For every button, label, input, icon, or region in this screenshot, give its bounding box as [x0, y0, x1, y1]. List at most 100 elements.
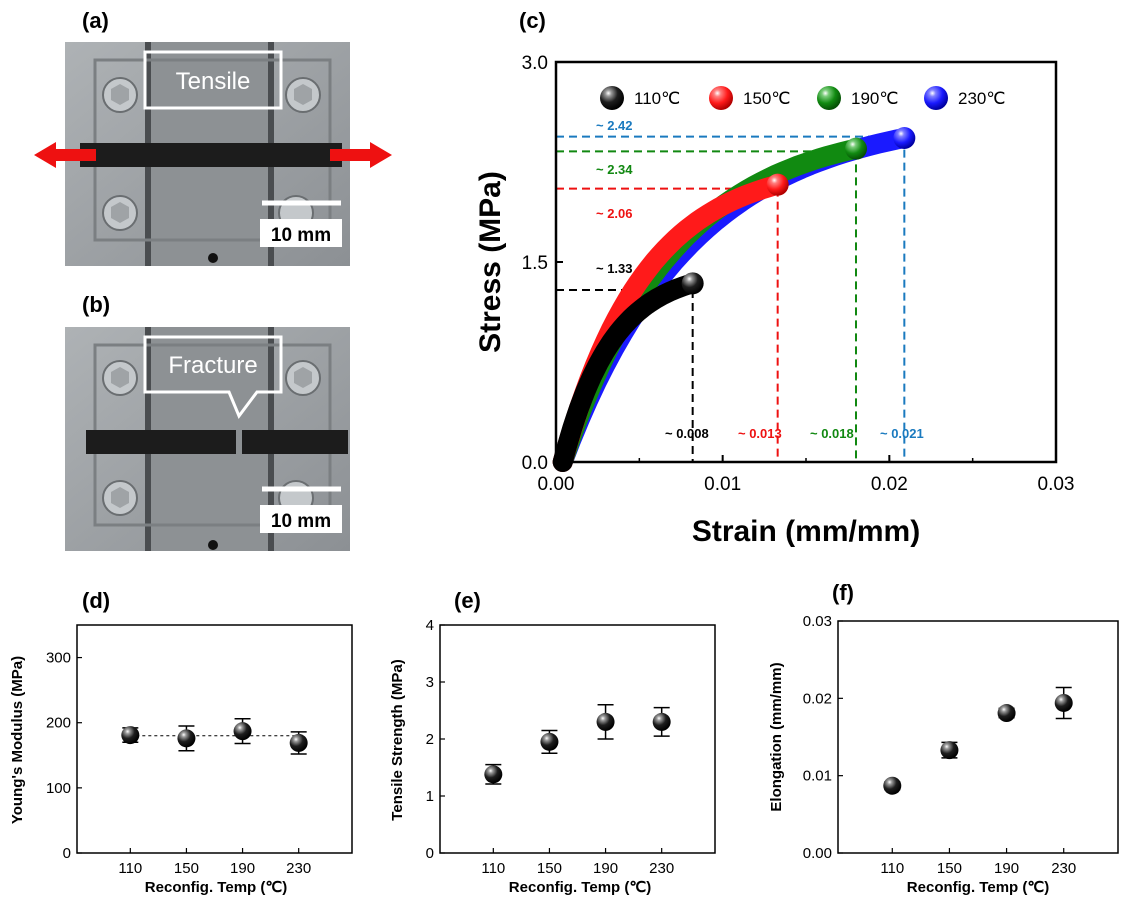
stress-annotation: ~ 2.42 [596, 118, 633, 133]
tensile-strength-chart: (e) Reconfig. Temp (℃) Tensile Strength … [389, 588, 716, 896]
panel-label-e: (e) [454, 588, 481, 613]
elongation-chart: (f) Reconfig. Temp (℃) Elongation (mm/mm… [768, 580, 1119, 896]
photo-tensile: (a) Tensile 10 mm [34, 8, 392, 266]
scale-label-bg [260, 219, 342, 247]
y-axis-label: Young's Modulus (MPa) [9, 656, 26, 824]
y-tick-label: 0.01 [803, 768, 832, 785]
x-tick-label: 0.01 [704, 474, 741, 495]
data-point [596, 712, 615, 731]
endpoint-marker [893, 127, 916, 149]
stress-annotation: ~ 1.33 [596, 261, 633, 276]
curves [552, 127, 916, 472]
annotations: ~ 1.33 ~ 2.06 ~ 2.34 ~ 2.42 ~ 0.008 ~ 0.013 ~ … [596, 118, 924, 441]
axis-ticks: 0.00 0.01 0.02 0.03 0.0 1.5 3.0 [522, 53, 1075, 495]
y-axis-label: Elongation (mm/mm) [768, 662, 785, 811]
bolt-head-icon [111, 84, 129, 105]
scale-label-bg [260, 505, 342, 533]
stress-annotation: ~ 2.34 [596, 162, 633, 177]
data-point [540, 732, 559, 751]
bolt-head-icon [294, 84, 312, 105]
strain-annotation: ~ 0.021 [880, 426, 924, 441]
y-tick-label: 0 [63, 845, 71, 862]
photo-fracture: (b) Fracture 10 mm [65, 292, 350, 551]
scale-label: 10 mm [271, 225, 331, 246]
callout-box [143, 335, 283, 419]
x-axis-label: Reconfig. Temp (℃) [145, 879, 287, 896]
y-tick-label: 0.02 [803, 690, 832, 707]
x-tick-label: 150 [174, 860, 199, 877]
data-point [1054, 693, 1073, 712]
guide-lines [556, 135, 906, 462]
data-point [652, 712, 671, 731]
scale-label: 10 mm [271, 511, 331, 532]
data-point [233, 722, 252, 741]
specimen-strip [80, 143, 342, 167]
y-tick-label: 3.0 [522, 53, 548, 74]
y-tick-label: 1.5 [522, 253, 548, 274]
data-point [177, 729, 196, 748]
strain-annotation: ~ 0.013 [738, 426, 782, 441]
label-box [143, 50, 283, 110]
x-axis-label: Reconfig. Temp (℃) [509, 879, 651, 896]
panel-label-c: (c) [519, 8, 546, 33]
curve-150℃ [552, 174, 788, 472]
hole-icon [208, 540, 218, 550]
endpoint-marker [766, 173, 789, 196]
y-tick-label: 0.00 [803, 845, 832, 862]
legend-marker [817, 86, 841, 110]
bolt-head-icon [111, 367, 129, 388]
strain-annotation: ~ 0.018 [810, 426, 854, 441]
y-tick-label: 0.03 [803, 613, 832, 630]
legend-marker [709, 86, 733, 110]
stress-annotation: ~ 2.06 [596, 206, 633, 221]
x-tick-label: 0.03 [1038, 474, 1075, 495]
x-tick-label: 190 [994, 860, 1019, 877]
legend: 110℃ 150℃ 190℃ 230℃ [600, 86, 1005, 110]
panel-label-f: (f) [832, 580, 854, 605]
x-axis-label: Strain (mm/mm) [692, 515, 920, 548]
specimen-left-half [86, 430, 236, 454]
tensile-label: Tensile [176, 68, 251, 95]
y-tick-label: 100 [46, 780, 71, 797]
data-point [883, 776, 902, 795]
arrow-left-icon [34, 142, 96, 168]
legend-label: 230℃ [958, 89, 1005, 108]
fracture-label: Fracture [168, 352, 257, 379]
panel-label-d: (d) [82, 588, 110, 613]
x-tick-label: 230 [1051, 860, 1076, 877]
legend-label: 110℃ [634, 89, 680, 108]
x-tick-label: 190 [230, 860, 255, 877]
x-tick-label: 230 [649, 860, 674, 877]
data-point [289, 733, 308, 752]
strain-annotation: ~ 0.008 [665, 426, 709, 441]
y-tick-label: 3 [426, 674, 434, 691]
youngs-modulus-chart: (d) Reconfig. Temp (℃) Young's Modulus (… [9, 588, 353, 896]
x-tick-label: 190 [593, 860, 618, 877]
endpoint-marker [681, 272, 704, 295]
x-tick-label: 150 [537, 860, 562, 877]
bolt-head-icon [294, 367, 312, 388]
y-axis-label: Stress (MPa) [474, 171, 507, 353]
data-point [940, 741, 959, 760]
plot-frame [837, 620, 1119, 854]
legend-label: 150℃ [743, 89, 790, 108]
x-tick-label: 110 [118, 860, 142, 877]
plot-frame [439, 624, 716, 854]
bolt-head-icon [111, 202, 129, 223]
y-tick-label: 1 [426, 788, 434, 805]
y-axis-label: Tensile Strength (MPa) [389, 659, 406, 820]
x-tick-label: 0.02 [871, 474, 908, 495]
y-tick-label: 300 [46, 650, 71, 667]
curve-110℃ [552, 273, 703, 472]
curve-190℃ [552, 138, 866, 472]
x-tick-label: 0.00 [538, 474, 575, 495]
x-axis-label: Reconfig. Temp (℃) [907, 879, 1049, 896]
x-tick-label: 110 [880, 860, 904, 877]
y-tick-label: 0 [426, 845, 434, 862]
bolt-head-icon [111, 487, 129, 508]
data-point [121, 726, 140, 745]
y-tick-label: 4 [426, 617, 434, 634]
endpoint-marker [845, 137, 867, 160]
arrow-right-icon [330, 142, 392, 168]
